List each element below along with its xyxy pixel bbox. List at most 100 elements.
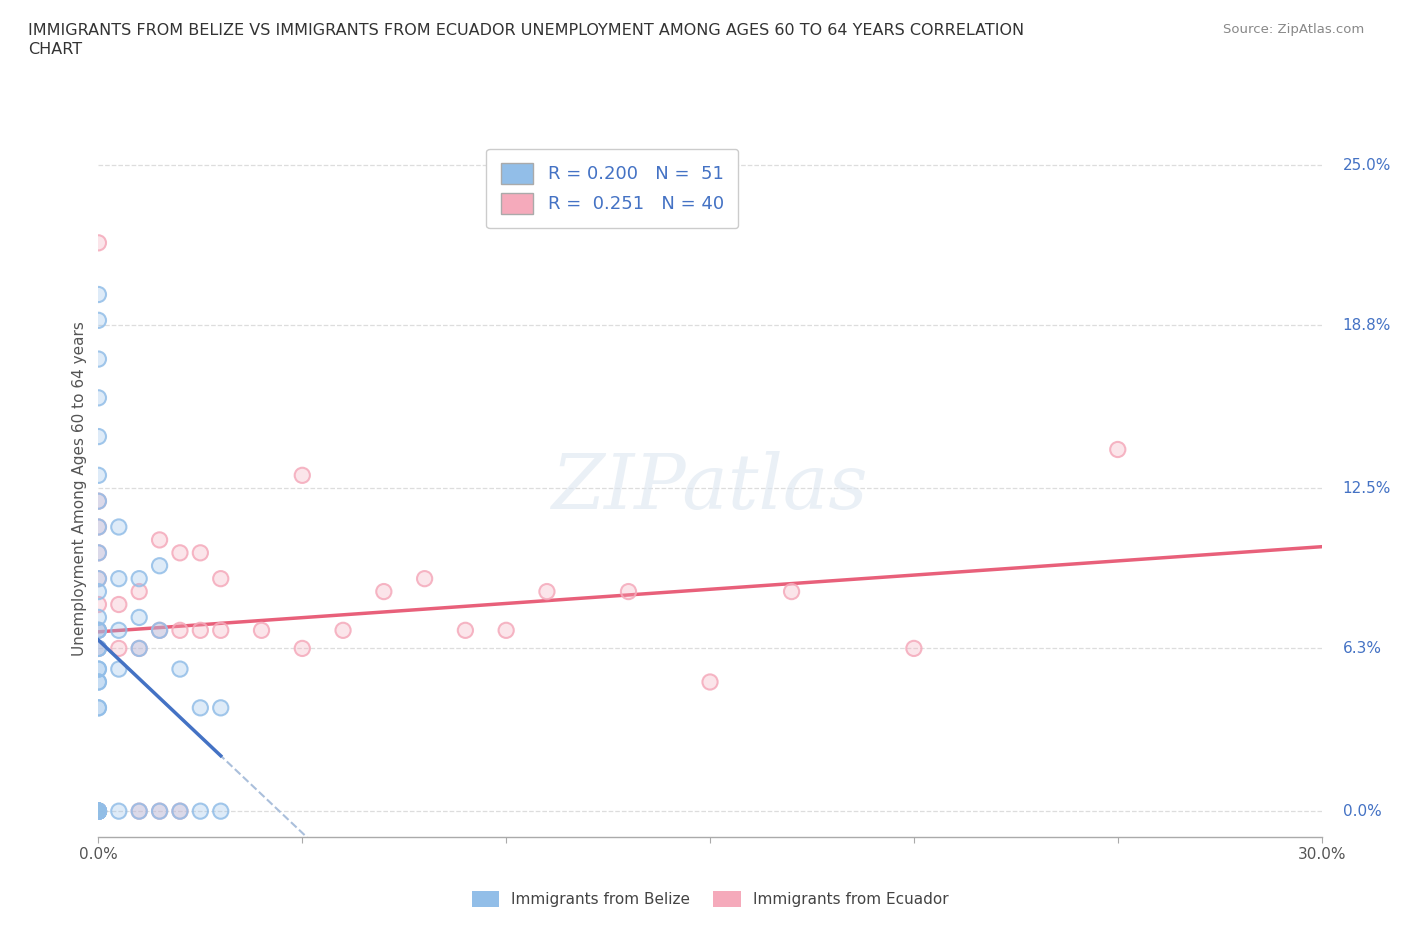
Point — [149, 804, 172, 818]
Point — [108, 520, 131, 535]
Point — [87, 641, 110, 656]
Point — [413, 571, 436, 586]
Point — [87, 597, 110, 612]
Point — [87, 804, 110, 818]
Point — [373, 584, 395, 599]
Point — [87, 545, 110, 560]
Point — [87, 429, 110, 444]
Point — [291, 468, 314, 483]
Point — [108, 623, 131, 638]
Point — [87, 520, 110, 535]
Point — [209, 623, 232, 638]
Point — [87, 520, 110, 535]
Point — [87, 804, 110, 818]
Point — [87, 700, 110, 715]
Point — [169, 804, 191, 818]
Point — [87, 584, 110, 599]
Point — [87, 804, 110, 818]
Point — [87, 312, 110, 327]
Point — [87, 804, 110, 818]
Point — [87, 623, 110, 638]
Point — [87, 494, 110, 509]
Point — [87, 804, 110, 818]
Point — [128, 610, 150, 625]
Point — [108, 641, 131, 656]
Point — [128, 641, 150, 656]
Point — [332, 623, 354, 638]
Point — [87, 804, 110, 818]
Point — [87, 804, 110, 818]
Point — [169, 661, 191, 676]
Point — [87, 571, 110, 586]
Point — [536, 584, 558, 599]
Point — [87, 494, 110, 509]
Point — [87, 804, 110, 818]
Point — [108, 641, 131, 656]
Point — [903, 641, 925, 656]
Point — [149, 533, 172, 548]
Point — [87, 804, 110, 818]
Point — [209, 571, 232, 586]
Point — [87, 287, 110, 302]
Point — [87, 584, 110, 599]
Point — [188, 700, 212, 715]
Point — [149, 804, 172, 818]
Point — [87, 700, 110, 715]
Point — [128, 641, 150, 656]
Point — [87, 641, 110, 656]
Point — [87, 545, 110, 560]
Point — [1107, 442, 1129, 457]
Point — [87, 661, 110, 676]
Point — [209, 804, 232, 818]
Point — [108, 571, 131, 586]
Point — [188, 804, 212, 818]
Point — [149, 623, 172, 638]
Point — [87, 571, 110, 586]
Point — [780, 584, 803, 599]
Point — [128, 804, 150, 818]
Point — [128, 584, 150, 599]
Point — [128, 804, 150, 818]
Point — [149, 804, 172, 818]
Point — [87, 804, 110, 818]
Point — [87, 610, 110, 625]
Point — [87, 520, 110, 535]
Point — [169, 804, 191, 818]
Point — [87, 623, 110, 638]
Point — [87, 641, 110, 656]
Point — [87, 597, 110, 612]
Point — [87, 674, 110, 689]
Point — [108, 623, 131, 638]
Point — [291, 641, 314, 656]
Point — [128, 804, 150, 818]
Point — [87, 661, 110, 676]
Point — [87, 571, 110, 586]
Point — [495, 623, 517, 638]
Point — [332, 623, 354, 638]
Point — [87, 804, 110, 818]
Point — [209, 571, 232, 586]
Point — [87, 429, 110, 444]
Point — [169, 545, 191, 560]
Point — [87, 804, 110, 818]
Point — [87, 494, 110, 509]
Point — [209, 700, 232, 715]
Point — [108, 597, 131, 612]
Point — [87, 641, 110, 656]
Point — [108, 661, 131, 676]
Point — [87, 391, 110, 405]
Point — [87, 468, 110, 483]
Point — [87, 623, 110, 638]
Point — [149, 623, 172, 638]
Point — [495, 623, 517, 638]
Point — [87, 674, 110, 689]
Point — [87, 804, 110, 818]
Point — [188, 545, 212, 560]
Point — [188, 700, 212, 715]
Text: CHART: CHART — [28, 42, 82, 57]
Point — [108, 597, 131, 612]
Point — [87, 610, 110, 625]
Point — [128, 571, 150, 586]
Point — [169, 804, 191, 818]
Point — [188, 545, 212, 560]
